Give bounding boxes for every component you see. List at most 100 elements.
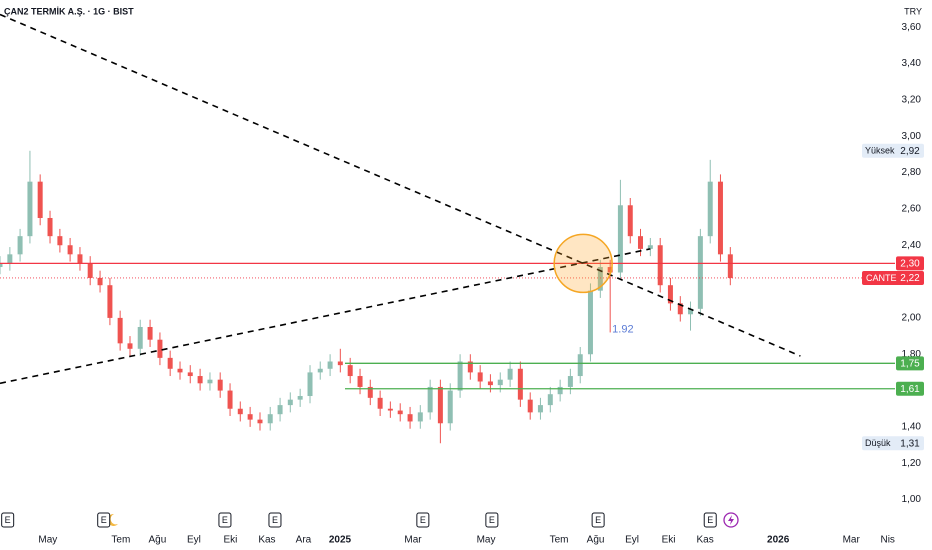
level-label: 2,30 xyxy=(900,259,920,270)
extreme-name: Düşük xyxy=(865,438,891,448)
x-tick-label: Ağu xyxy=(587,535,605,546)
candle-body xyxy=(107,285,113,318)
x-tick-label: Nis xyxy=(880,535,894,546)
level-label: 1,75 xyxy=(900,358,920,369)
candle-body xyxy=(227,390,233,409)
candle-body xyxy=(507,368,513,380)
x-tick-label: Eki xyxy=(223,535,237,546)
candle-body xyxy=(67,245,73,255)
x-tick-label: Eki xyxy=(662,535,676,546)
y-tick-label: 3,40 xyxy=(902,58,922,69)
dividend-icon xyxy=(723,512,739,528)
trendline xyxy=(0,13,801,357)
x-tick-label: Kas xyxy=(697,535,714,546)
candle-body xyxy=(567,376,573,387)
candle-body xyxy=(527,399,533,413)
y-tick-label: 1,00 xyxy=(902,494,922,505)
candle-body xyxy=(607,267,613,273)
x-tick-label: Eyl xyxy=(187,535,201,546)
x-tick-label: 2026 xyxy=(767,535,790,546)
candle-body xyxy=(77,254,83,264)
last-price-label: 2,22 xyxy=(900,273,920,284)
candle-body xyxy=(537,405,543,413)
candle-body xyxy=(207,379,213,384)
x-tick-label: May xyxy=(477,535,496,546)
candle-body xyxy=(337,361,343,366)
extreme-name: Yüksek xyxy=(865,146,895,156)
candle-body xyxy=(587,290,593,355)
candle-body xyxy=(577,354,583,377)
x-tick-label: Mar xyxy=(404,535,422,546)
candle-body xyxy=(297,396,303,400)
candle-body xyxy=(27,181,33,237)
event-label: E xyxy=(101,515,107,525)
candle-body xyxy=(427,386,433,413)
candle-body xyxy=(87,263,93,278)
x-tick-label: May xyxy=(38,535,57,546)
level-tag xyxy=(896,381,924,396)
candle-body xyxy=(127,343,133,349)
candle-body xyxy=(277,405,283,415)
x-tick-label: Tem xyxy=(111,535,130,546)
event-label: E xyxy=(595,515,601,525)
bolt xyxy=(728,515,734,525)
candle-body xyxy=(387,408,393,411)
candle-body xyxy=(617,205,623,273)
event-box xyxy=(485,512,499,528)
low-annotation: 1.92 xyxy=(612,323,633,335)
y-tick-label: 2,00 xyxy=(902,313,922,324)
candle-body xyxy=(357,376,363,387)
level-label: 1,61 xyxy=(900,384,920,395)
last-price-name: CANTE xyxy=(866,273,897,283)
x-tick-label: Eyl xyxy=(625,535,639,546)
candle-body xyxy=(307,372,313,397)
candle-body xyxy=(147,326,153,340)
x-tick-label: Tem xyxy=(550,535,569,546)
candle-body xyxy=(597,267,603,291)
extreme-tag xyxy=(862,436,924,451)
candle-body xyxy=(257,419,263,424)
event-box xyxy=(1,512,15,528)
chart-title: ÇAN2 TERMİK A.Ş. · 1G · BIST xyxy=(4,6,134,16)
candle-body xyxy=(637,236,643,249)
level-tag xyxy=(896,356,924,371)
candle-body xyxy=(627,205,633,237)
event-label: E xyxy=(420,515,426,525)
x-tick-label: Mar xyxy=(843,535,861,546)
candle-body xyxy=(197,376,203,384)
candle-body xyxy=(247,414,253,420)
candle-body xyxy=(367,386,373,398)
y-tick-label: 1,40 xyxy=(902,422,922,433)
candle-body xyxy=(177,368,183,373)
x-tick-label: Ağu xyxy=(148,535,166,546)
candle-body xyxy=(117,317,123,344)
candle-body xyxy=(187,372,193,377)
extreme-label: 1,31 xyxy=(900,438,920,449)
y-tick-label: 2,60 xyxy=(902,204,922,215)
currency: TRY xyxy=(904,6,922,16)
candle-body xyxy=(47,217,53,237)
x-tick-label: Kas xyxy=(258,535,275,546)
candle-body xyxy=(437,386,443,424)
candle-body xyxy=(457,361,463,391)
event-box xyxy=(591,512,605,528)
candle-body xyxy=(487,381,493,386)
candle-body xyxy=(657,245,663,286)
event-label: E xyxy=(272,515,278,525)
candle-body xyxy=(547,394,553,406)
y-tick-label: 3,60 xyxy=(902,22,922,33)
y-tick-label: 2,80 xyxy=(902,167,922,178)
candle-body xyxy=(157,339,163,358)
candle-body xyxy=(267,414,273,424)
candle-body xyxy=(407,414,413,422)
candle-body xyxy=(0,263,3,268)
event-box xyxy=(218,512,232,528)
trendline xyxy=(0,248,651,385)
y-tick-label: 1,80 xyxy=(902,349,922,360)
candle-body xyxy=(237,408,243,415)
candle-body xyxy=(467,361,473,373)
candle-body xyxy=(497,379,503,386)
candle-body xyxy=(397,410,403,415)
